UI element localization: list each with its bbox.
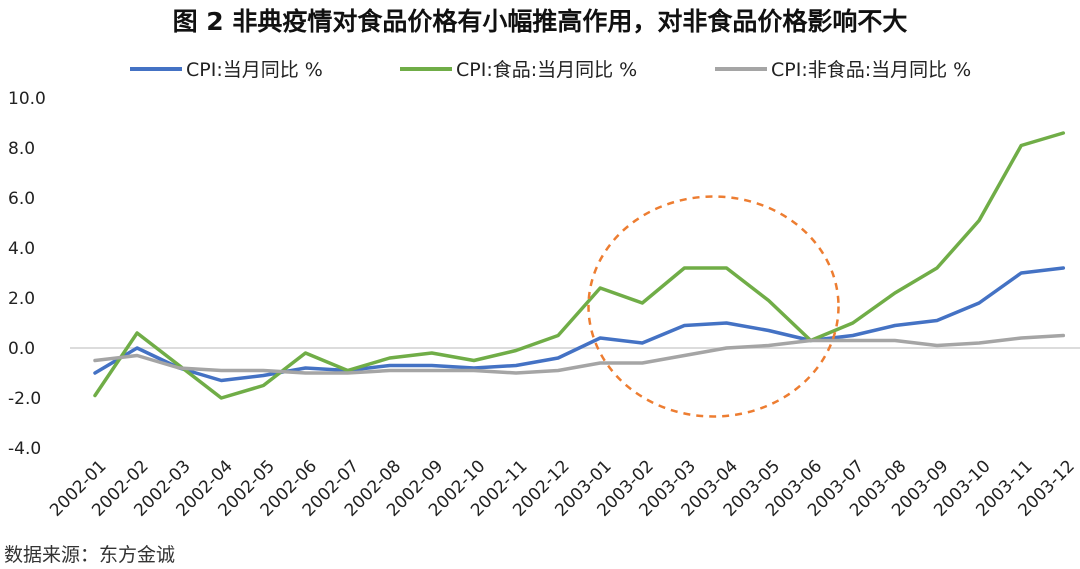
source-note: 数据来源：东方金诚 — [4, 544, 175, 566]
legend-label: CPI:食品:当月同比 % — [456, 59, 637, 81]
y-tick-label: 8.0 — [8, 139, 35, 159]
highlight-ellipse — [587, 195, 840, 418]
y-tick-label: 4.0 — [8, 239, 35, 259]
y-tick-label: 10.0 — [8, 89, 46, 109]
y-tick-label: 2.0 — [8, 289, 35, 309]
y-tick-label: 6.0 — [8, 189, 35, 209]
y-axis: 10.0 8.0 6.0 4.0 2.0 0.0 -2.0 -4.0 — [8, 89, 46, 459]
legend-label: CPI:当月同比 % — [186, 59, 323, 81]
y-tick-label: -2.0 — [8, 389, 41, 409]
series-lines — [93, 131, 1066, 400]
series-line-1 — [93, 266, 1066, 383]
legend: CPI:当月同比 % CPI:食品:当月同比 % CPI:非食品:当月同比 % — [130, 59, 971, 81]
chart-title: 图 2 非典疫情对食品价格有小幅推高作用，对非食品价格影响不大 — [173, 7, 908, 36]
legend-label: CPI:非食品:当月同比 % — [771, 59, 971, 81]
series-line-2 — [93, 131, 1066, 400]
x-axis: 2002-012002-022002-032002-042002-052002-… — [46, 456, 1079, 520]
y-tick-label: 0.0 — [8, 339, 35, 359]
series-line-3 — [93, 333, 1066, 375]
y-tick-label: -4.0 — [8, 439, 41, 459]
